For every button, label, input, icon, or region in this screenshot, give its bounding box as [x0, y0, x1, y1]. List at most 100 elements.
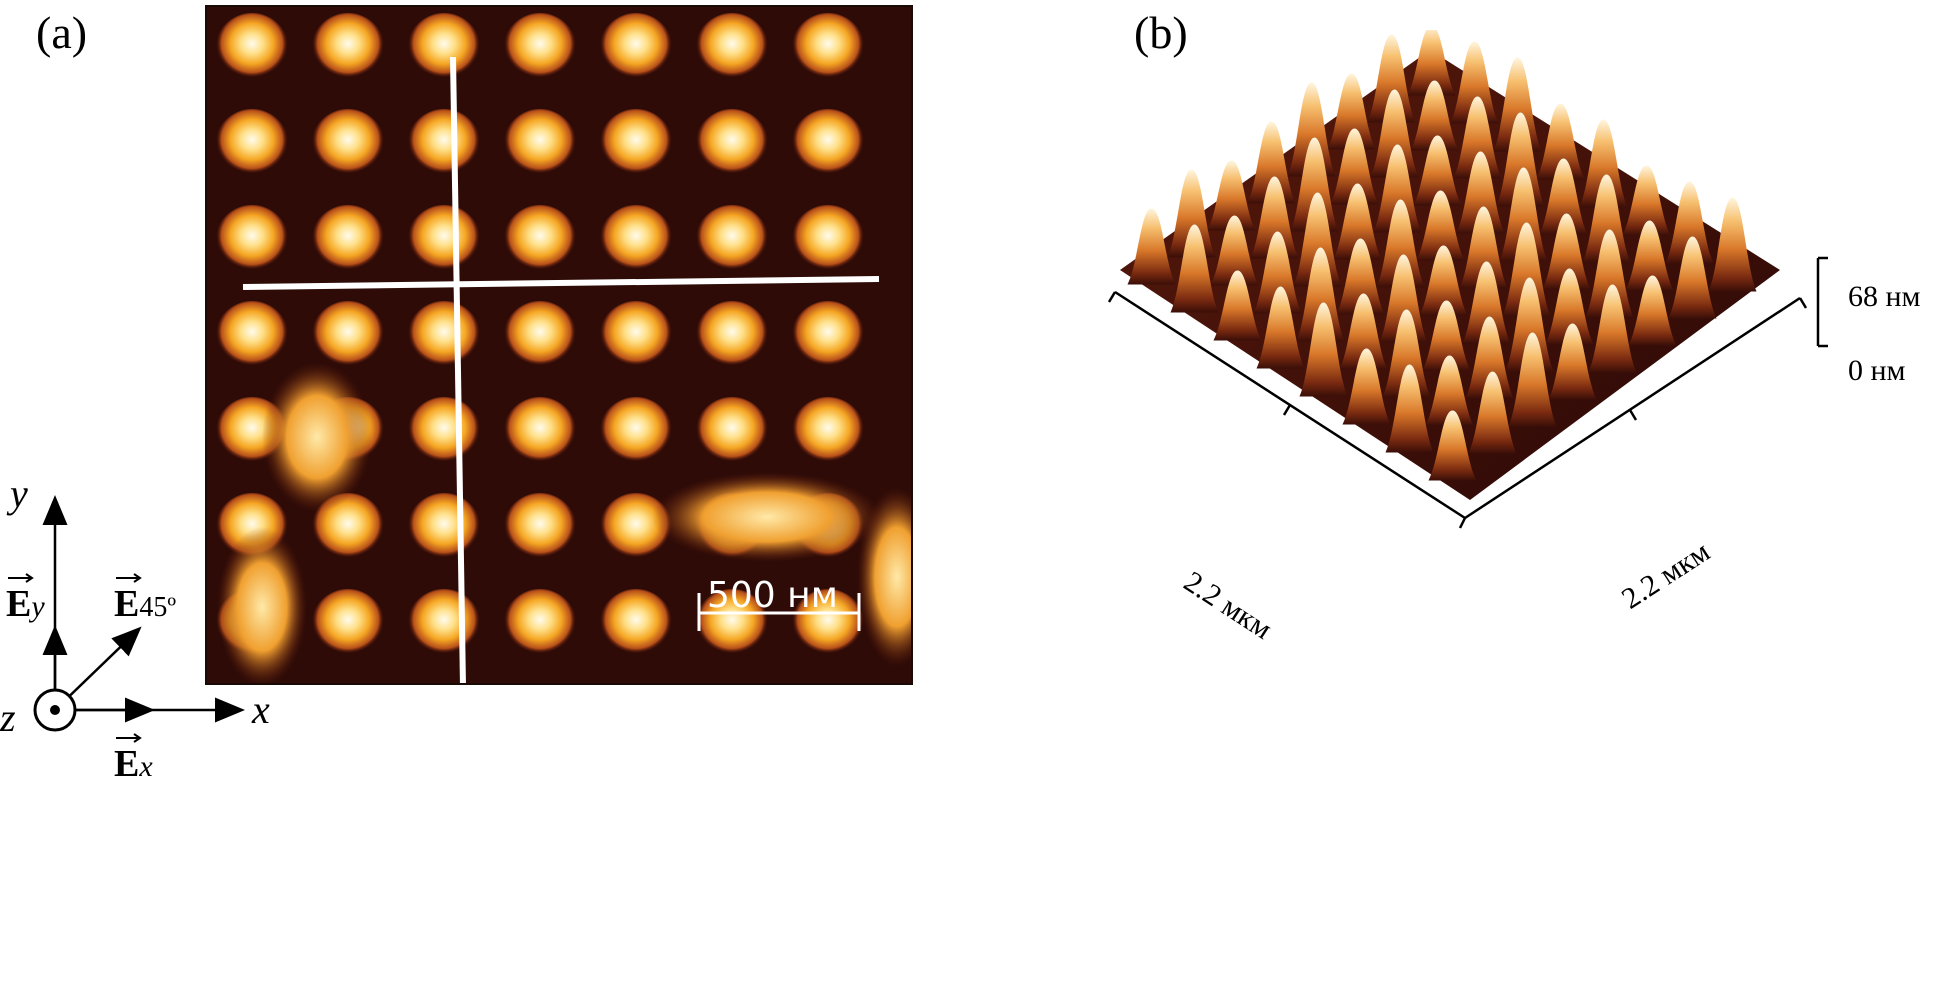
nanoparticle	[696, 13, 768, 81]
scale-bar-label: 500 нм	[707, 575, 838, 616]
surface-peak	[1588, 284, 1637, 373]
nanoparticle	[696, 397, 768, 465]
surface-peak	[1419, 245, 1468, 316]
surface-peak	[1290, 137, 1339, 232]
surface-peak	[1253, 231, 1302, 314]
e45-sub: 45º	[139, 592, 177, 623]
surface-peak	[1548, 323, 1597, 400]
ex-main: E	[114, 743, 140, 785]
nanoparticle	[216, 205, 288, 273]
surface-peak	[1508, 332, 1557, 427]
e45-label: E45º	[114, 582, 176, 626]
surface-peak	[1582, 174, 1631, 263]
nanoparticle	[600, 589, 672, 657]
surface-peak	[1213, 270, 1262, 341]
nanoparticle	[408, 109, 480, 177]
surface-peak	[1665, 181, 1714, 264]
z-scale-top-label: 68 нм	[1848, 280, 1921, 313]
nanoparticle	[216, 13, 288, 81]
ex-sub: x	[139, 750, 153, 783]
z-scale-bottom-label: 0 нм	[1848, 354, 1906, 387]
nanoparticle	[696, 205, 768, 273]
coordinate-system-diagram	[8, 495, 245, 743]
nanoparticle	[312, 205, 384, 273]
surface-peak	[1502, 222, 1551, 317]
nanoparticle	[792, 397, 864, 465]
surface-peak	[1465, 316, 1514, 399]
surface-peak	[1453, 96, 1502, 179]
afm-map-svg	[207, 7, 911, 683]
nanoparticle	[216, 301, 288, 369]
surface-peak	[1539, 158, 1588, 235]
surface-peak	[1376, 199, 1425, 288]
surface-peak	[1250, 176, 1299, 259]
surface-axes	[1107, 256, 1828, 529]
ey-sub: y	[31, 590, 45, 623]
nanoparticle	[312, 109, 384, 177]
surface-peak	[1536, 103, 1585, 180]
surface-peak	[1367, 34, 1416, 123]
e45-main: E	[114, 583, 140, 625]
surface-peak	[1287, 82, 1336, 177]
surface-peak	[1456, 151, 1505, 234]
nanoparticle	[504, 301, 576, 369]
nanoparticle	[504, 205, 576, 273]
nanoparticle	[504, 493, 576, 561]
surface-peak	[1407, 30, 1456, 96]
nanoparticle	[408, 13, 480, 81]
surface-peak	[1496, 112, 1545, 207]
surface-peak	[1493, 57, 1542, 152]
nanoparticle	[504, 13, 576, 81]
surface-peak	[1625, 220, 1674, 291]
nanoparticle	[792, 13, 864, 81]
horizontal-profile-line	[242, 276, 880, 290]
surface-peak	[1296, 247, 1345, 342]
scale-bar	[697, 593, 861, 631]
surface-peak	[1342, 348, 1391, 425]
surface-peak	[1622, 165, 1671, 236]
surface-peak	[1336, 238, 1385, 315]
nanoparticle	[600, 301, 672, 369]
surface-peak	[1468, 371, 1517, 454]
nanoparticle	[792, 109, 864, 177]
nanoparticle	[408, 493, 480, 561]
nanoparticle	[792, 589, 864, 657]
surface-peak	[1585, 229, 1634, 318]
surface-peak	[1428, 410, 1477, 481]
surface-peak	[1425, 355, 1474, 426]
surface-peak	[1379, 254, 1428, 343]
surface-peak	[1256, 286, 1305, 369]
nanoparticle	[504, 397, 576, 465]
afm-topography-map: 500 нм	[205, 5, 913, 685]
nanoparticle	[216, 109, 288, 177]
surface-peak	[1327, 73, 1376, 150]
nanoparticle	[696, 589, 768, 657]
panel-b-label: (b)	[1134, 7, 1188, 58]
nanoparticle	[600, 13, 672, 81]
nanoparticle	[696, 109, 768, 177]
surface-peak	[1542, 213, 1591, 290]
surface-peak	[1299, 302, 1348, 397]
aggregate-clusters	[217, 362, 911, 683]
surface-peak	[1459, 206, 1508, 289]
nanoparticle	[408, 397, 480, 465]
surface-peak	[1499, 167, 1548, 262]
surface-peak	[1416, 190, 1465, 261]
nanoparticle	[504, 589, 576, 657]
surface-peak	[1339, 293, 1388, 370]
surface-peak	[1330, 128, 1379, 205]
surface-peak	[1422, 300, 1471, 371]
nanoparticle	[312, 589, 384, 657]
afm-3d-surface	[1107, 30, 1828, 529]
ey-label: Ey	[6, 582, 45, 626]
nanoparticle	[408, 589, 480, 657]
surface-peak	[1462, 261, 1511, 344]
nanoparticle	[312, 13, 384, 81]
surface-peak	[1708, 197, 1757, 292]
nanoparticle	[312, 301, 384, 369]
surface-peak	[1247, 121, 1296, 204]
ey-main: E	[6, 583, 32, 625]
surface-peak	[1333, 183, 1382, 260]
y-axis-label: y	[10, 471, 28, 516]
surface-peak	[1373, 144, 1422, 233]
